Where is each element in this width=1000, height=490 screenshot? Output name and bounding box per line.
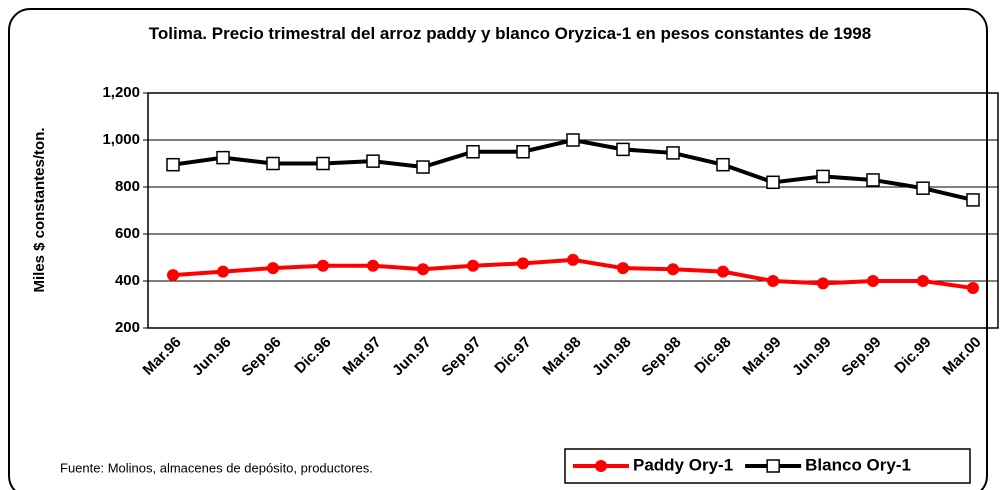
x-tick-label: Mar.97 xyxy=(340,334,385,379)
x-tick-label: Jun.96 xyxy=(189,334,235,380)
legend-marker xyxy=(595,460,607,472)
point xyxy=(866,173,880,187)
point xyxy=(517,257,529,270)
plot-area xyxy=(147,92,999,329)
point xyxy=(666,146,680,160)
x-tick-label: Sep.97 xyxy=(438,334,484,380)
point xyxy=(267,262,279,275)
point xyxy=(166,157,180,172)
y-tick-label: 800 xyxy=(115,178,140,195)
point xyxy=(266,156,280,171)
y-tick-label: 1,200 xyxy=(102,84,140,101)
x-tick-label: Jun.98 xyxy=(589,334,635,380)
x-tick-label: Sep.98 xyxy=(638,334,684,380)
x-tick-label: Dic.97 xyxy=(491,334,534,377)
legend-label: Paddy Ory-1 xyxy=(633,455,733,474)
y-axis-label: Miles $ constantes/ton. xyxy=(31,127,48,292)
x-tick-label: Dic.96 xyxy=(291,334,334,377)
point xyxy=(816,169,830,184)
point xyxy=(717,265,729,278)
x-tick-label: Sep.99 xyxy=(838,334,884,380)
point xyxy=(817,277,829,290)
point xyxy=(566,133,580,147)
x-tick-label: Mar.98 xyxy=(540,334,585,379)
point xyxy=(567,253,579,266)
y-tick-label: 400 xyxy=(115,272,140,289)
x-tick-label: Dic.98 xyxy=(691,334,734,377)
point xyxy=(216,150,230,165)
x-tick-label: Mar.96 xyxy=(140,334,185,379)
y-tick-label: 200 xyxy=(115,319,140,336)
source-note: Fuente: Molinos, almacenes de depósito, … xyxy=(60,460,373,475)
y-tick-label: 600 xyxy=(115,225,140,242)
point xyxy=(417,263,429,276)
point xyxy=(367,259,379,272)
chart-title: Tolima. Precio trimestral del arroz padd… xyxy=(148,24,872,43)
point xyxy=(766,175,780,190)
x-tick-label: Mar.00 xyxy=(940,334,985,379)
y-tick-label: 1,000 xyxy=(102,131,140,148)
point xyxy=(416,160,430,174)
point xyxy=(317,259,329,272)
point xyxy=(667,263,679,276)
point xyxy=(466,145,480,159)
point xyxy=(767,275,779,287)
point xyxy=(167,269,179,282)
legend-label: Blanco Ory-1 xyxy=(805,455,911,474)
chart-frame xyxy=(8,8,988,490)
point xyxy=(217,265,229,278)
point xyxy=(716,157,730,172)
point xyxy=(617,262,629,275)
series-line xyxy=(172,137,974,202)
point xyxy=(917,275,929,287)
legend-marker xyxy=(766,459,780,473)
point xyxy=(316,156,330,171)
x-tick-label: Dic.99 xyxy=(891,334,934,377)
point xyxy=(867,275,879,287)
x-tick-label: Mar.99 xyxy=(740,334,785,379)
point xyxy=(616,142,630,157)
x-tick-label: Jun.99 xyxy=(789,334,835,380)
point xyxy=(516,145,530,159)
point xyxy=(966,193,980,207)
point xyxy=(967,282,979,295)
x-tick-label: Sep.96 xyxy=(238,334,284,380)
point xyxy=(916,181,930,195)
point xyxy=(467,259,479,272)
x-tick-label: Jun.97 xyxy=(389,334,435,380)
point xyxy=(366,154,380,168)
